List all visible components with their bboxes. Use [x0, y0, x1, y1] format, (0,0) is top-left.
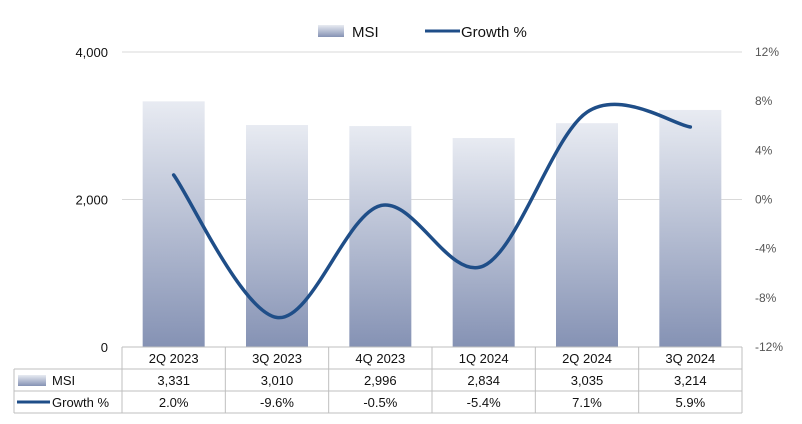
bar-2 [349, 126, 412, 347]
right-tick-label-2: -4% [755, 242, 777, 256]
table-cell-msi-0: 3,331 [157, 373, 190, 388]
left-axis: 0 2,000 4,000 [75, 45, 108, 355]
category-label-1: 3Q 2023 [252, 351, 302, 366]
table-cell-msi-4: 3,035 [571, 373, 604, 388]
bar-0 [142, 101, 205, 348]
legend: MSI Growth % [318, 24, 527, 41]
table-cell-growth-3: -5.4% [467, 395, 501, 410]
legend-swatch-msi [318, 25, 344, 37]
right-tick-label-1: -8% [755, 291, 777, 305]
table-cell-growth-5: 5.9% [676, 395, 706, 410]
left-tick-label-0: 0 [101, 340, 108, 355]
right-tick-label-5: 8% [755, 94, 773, 108]
category-label-2: 4Q 2023 [355, 351, 405, 366]
table-cell-growth-2: -0.5% [363, 395, 397, 410]
bar-5 [659, 109, 722, 347]
table-swatch-msi [18, 375, 46, 386]
category-label-0: 2Q 2023 [149, 351, 199, 366]
left-tick-label-1: 2,000 [75, 193, 108, 208]
data-table: 2Q 2023 3Q 2023 4Q 2023 1Q 2024 2Q 2024 3Q 20… [13, 346, 743, 414]
legend-label-msi: MSI [352, 24, 379, 41]
gridlines [122, 51, 742, 200]
bar-3 [452, 137, 515, 347]
category-label-5: 3Q 2024 [665, 351, 715, 366]
bar-4 [556, 123, 618, 347]
right-tick-label-6: 12% [755, 45, 779, 59]
table-row-label-msi: MSI [52, 373, 75, 388]
bar-1 [246, 125, 308, 347]
category-label-4: 2Q 2024 [562, 351, 612, 366]
table-cell-growth-1: -9.6% [260, 395, 294, 410]
right-tick-label-4: 4% [755, 143, 773, 157]
table-cell-msi-1: 3,010 [261, 373, 294, 388]
table-cell-growth-4: 7.1% [572, 395, 602, 410]
right-axis: -12% -8% -4% 0% 4% 8% 12% [755, 45, 783, 354]
table-cell-msi-3: 2,834 [467, 373, 500, 388]
category-label-3: 1Q 2024 [459, 351, 509, 366]
table-cell-msi-5: 3,214 [674, 373, 707, 388]
left-tick-label-2: 4,000 [75, 45, 108, 60]
growth-line [171, 102, 693, 320]
table-cell-msi-2: 2,996 [364, 373, 397, 388]
table-row-label-growth: Growth % [52, 395, 110, 410]
legend-label-growth: Growth % [461, 24, 527, 41]
bars [142, 101, 722, 348]
table-cell-growth-0: 2.0% [159, 395, 189, 410]
right-tick-label-3: 0% [755, 193, 773, 207]
right-tick-label-0: -12% [755, 340, 783, 354]
